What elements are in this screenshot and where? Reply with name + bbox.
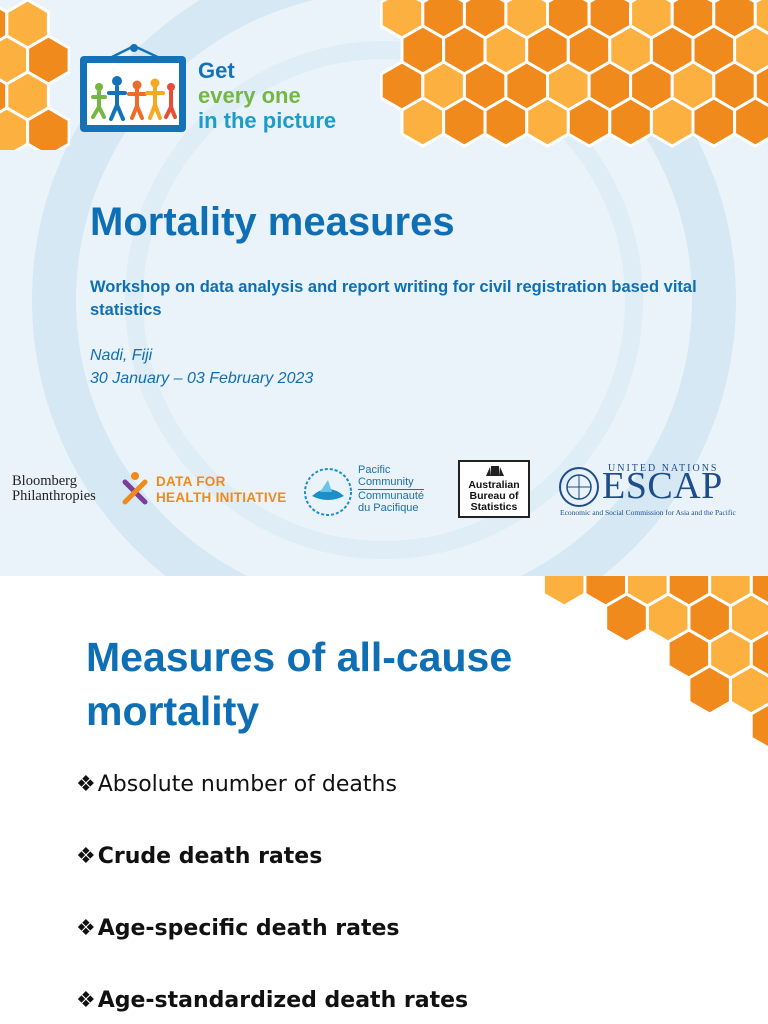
- list-item: ❖Age-standardized death rates: [76, 988, 468, 1024]
- honeycomb-cell: [26, 106, 70, 150]
- list-item: ❖Crude death rates: [76, 844, 468, 916]
- honeycomb-cell: [442, 96, 487, 148]
- honeycomb-cell: [541, 576, 587, 608]
- diamond-bullet-icon: ❖: [76, 916, 96, 941]
- honeycomb-cell: [525, 96, 570, 148]
- list-item: ❖Absolute number of deaths: [76, 772, 468, 844]
- bullet-text: Crude death rates: [97, 844, 323, 869]
- bullet-text: Absolute number of deaths: [97, 772, 397, 797]
- united-nations-label: UNITED NATIONS: [608, 463, 719, 474]
- diamond-bullet-icon: ❖: [76, 844, 96, 869]
- honeycomb-cell: [749, 702, 768, 750]
- australian-bureau-of-statistics-logo: Australian Bureau of Statistics: [458, 460, 530, 518]
- list-item: ❖Age-specific death rates: [76, 916, 468, 988]
- spc-line2: Community: [358, 476, 425, 490]
- diamond-bullet-icon: ❖: [76, 988, 96, 1013]
- bloomberg-line1: Bloomberg: [12, 473, 77, 489]
- coat-of-arms-icon: [486, 466, 504, 476]
- logo-line-in-the-picture: in the picture: [198, 108, 337, 133]
- d4h-line1: DATA FOR: [156, 474, 226, 489]
- bloomberg-philanthropies-logo: Bloomberg Philanthropies: [12, 474, 96, 504]
- logo-picture-frame: [80, 56, 186, 132]
- bullet-list: ❖Absolute number of deaths ❖Crude death …: [76, 772, 468, 1024]
- workshop-subtitle: Workshop on data analysis and report wri…: [90, 278, 697, 319]
- spc-line3: Communauté: [358, 490, 425, 502]
- honeycomb-cell: [604, 592, 649, 644]
- honeycomb-cell: [483, 96, 529, 148]
- honeycomb-right-decoration: [380, 0, 768, 148]
- bullet-text: Age-standardized death rates: [97, 988, 469, 1013]
- spc-line1: Pacific: [358, 464, 391, 476]
- diamond-bullet-icon: ❖: [76, 772, 96, 797]
- united-nations-emblem-icon: [559, 467, 599, 507]
- slide-title: Measures of all-cause mortality: [86, 634, 513, 734]
- honeycomb-cell: [687, 664, 732, 716]
- honeycomb-cell: [608, 96, 653, 148]
- honeycomb-cell: [649, 96, 695, 148]
- honeycomb-left-decoration: [0, 0, 70, 150]
- d4h-line2: HEALTH INITIATIVE: [156, 490, 287, 505]
- location-text: Nadi, Fiji: [90, 347, 153, 364]
- crvs-watermark: [32, 0, 736, 576]
- logo-frame-hanger-icon: [105, 44, 165, 62]
- honeycomb-cell: [691, 96, 737, 148]
- bloomberg-line2: Philanthropies: [12, 488, 96, 504]
- bullet-text: Age-specific death rates: [97, 916, 400, 941]
- slide-title: Mortality measures: [90, 200, 455, 244]
- title-slide: Get every one in the picture Mortality m…: [0, 0, 768, 576]
- escap-logo-text: ESCAP: [602, 465, 723, 507]
- escap-subtitle: Economic and Social Commission for Asia …: [560, 508, 736, 517]
- people-family-icon: [91, 76, 177, 121]
- content-slide: Measures of all-cause mortality ❖Absolut…: [0, 576, 768, 1024]
- abs-line3: Statistics: [470, 501, 518, 513]
- data-for-health-x-icon: [122, 472, 148, 505]
- pacific-community-emblem-icon: [304, 468, 352, 516]
- spc-line4: du Pacifique: [358, 502, 419, 514]
- location-and-dates: Nadi, Fiji 30 January – 03 February 2023: [90, 344, 313, 390]
- abs-line1: Australian: [468, 479, 520, 491]
- data-for-health-logo: DATA FOR HEALTH INITIATIVE: [156, 474, 287, 506]
- honeycomb-cell: [400, 96, 446, 148]
- dates-text: 30 January – 03 February 2023: [90, 370, 314, 387]
- honeycomb-corner-decoration: [541, 576, 768, 750]
- get-every-one-logo-text: Get every one in the picture: [198, 58, 336, 133]
- pacific-community-logo-text: Pacific Community Communauté du Pacifiqu…: [358, 464, 425, 514]
- honeycomb-cell: [566, 96, 612, 148]
- logo-line-every-one: every one: [198, 83, 301, 108]
- honeycomb-cell: [733, 96, 768, 148]
- abs-line2: Bureau of: [469, 490, 519, 502]
- logo-line-get: Get: [198, 58, 235, 83]
